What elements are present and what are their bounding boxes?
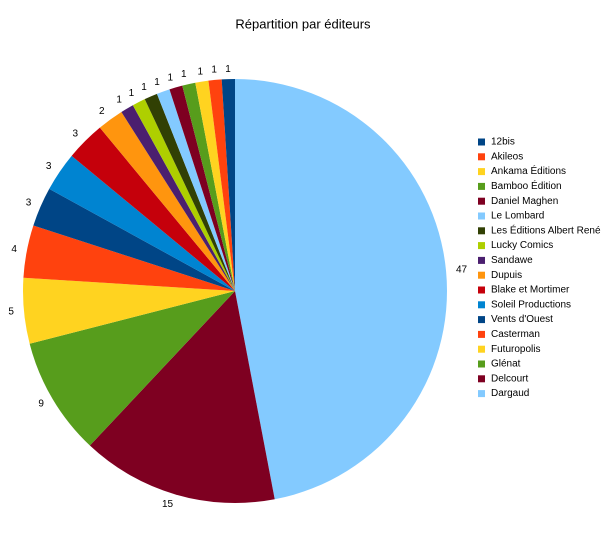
legend-swatch: [478, 138, 485, 146]
legend-label: Casterman: [491, 329, 540, 340]
pie-slice: [221, 79, 235, 291]
pie-slice: [121, 105, 235, 291]
data-label: 1: [141, 82, 147, 93]
data-label: 1: [116, 95, 122, 106]
pie-slice: [144, 93, 235, 291]
data-label: 1: [225, 64, 231, 75]
data-label: 1: [211, 65, 217, 76]
legend-label: Lucky Comics: [491, 240, 553, 251]
legend-label: Vents d'Ouest: [491, 314, 553, 325]
data-label: 15: [162, 499, 174, 510]
legend-swatch: [478, 227, 485, 235]
pie-slice: [23, 225, 235, 291]
pie-slice: [208, 79, 235, 291]
pie-slice: [29, 291, 235, 446]
data-label: 2: [99, 106, 105, 117]
pie-slice: [169, 85, 235, 291]
pie-slice: [71, 127, 236, 292]
pie-slice: [99, 112, 235, 292]
legend-swatch: [478, 197, 485, 205]
pie-slice: [33, 188, 235, 291]
data-label: 4: [11, 244, 17, 255]
data-label: 1: [154, 77, 160, 88]
legend-swatch: [478, 168, 485, 176]
legend-label: Dargaud: [491, 388, 529, 399]
pie-slice: [49, 155, 235, 291]
legend-swatch: [478, 390, 485, 398]
data-label: 1: [181, 69, 187, 80]
pie-slice: [22, 277, 236, 344]
data-label: 3: [46, 161, 52, 172]
legend-swatch: [478, 330, 485, 338]
pie-slice: [235, 79, 447, 500]
legend-label: Le Lombard: [491, 211, 544, 222]
data-label: 47: [456, 265, 468, 276]
legend-label: Dupuis: [491, 270, 522, 281]
legend-label: Bamboo Édition: [491, 179, 562, 192]
chart-title: Répartition par éditeurs: [235, 16, 371, 31]
data-label: 3: [26, 197, 32, 208]
legend-swatch: [478, 360, 485, 368]
pie-slice: [132, 99, 235, 291]
data-label: 5: [8, 307, 14, 318]
data-label: 1: [168, 72, 174, 83]
legend-label: Daniel Maghen: [491, 196, 558, 207]
legend-label: Blake et Mortimer: [491, 285, 570, 296]
legend-label: Sandawe: [491, 255, 533, 266]
legend-swatch: [478, 375, 485, 383]
legend-swatch: [478, 182, 485, 190]
legend-label: Les Éditions Albert René: [491, 223, 601, 236]
legend-label: 12bis: [491, 137, 515, 148]
data-label: 1: [197, 66, 203, 77]
legend-label: Ankama Éditions: [491, 164, 566, 177]
pie-slice: [195, 80, 235, 291]
data-label: 9: [38, 399, 44, 410]
legend-swatch: [478, 345, 485, 353]
pie-slice: [156, 89, 235, 291]
legend-swatch: [478, 301, 485, 309]
legend-label: Delcourt: [491, 373, 528, 384]
legend-swatch: [478, 256, 485, 264]
legend-swatch: [478, 316, 485, 324]
legend-swatch: [478, 212, 485, 220]
legend-swatch: [478, 286, 485, 294]
legend-swatch: [478, 271, 485, 279]
pie-slice: [182, 82, 235, 292]
legend-swatch: [478, 242, 485, 250]
legend-label: Soleil Productions: [491, 299, 571, 310]
legend-label: Glénat: [491, 359, 521, 370]
pie-slice: [89, 291, 275, 504]
data-label: 3: [72, 129, 78, 140]
legend-swatch: [478, 153, 485, 161]
data-label: 1: [129, 88, 135, 99]
legend-label: Futuropolis: [491, 344, 540, 355]
legend-label: Akileos: [491, 151, 523, 162]
